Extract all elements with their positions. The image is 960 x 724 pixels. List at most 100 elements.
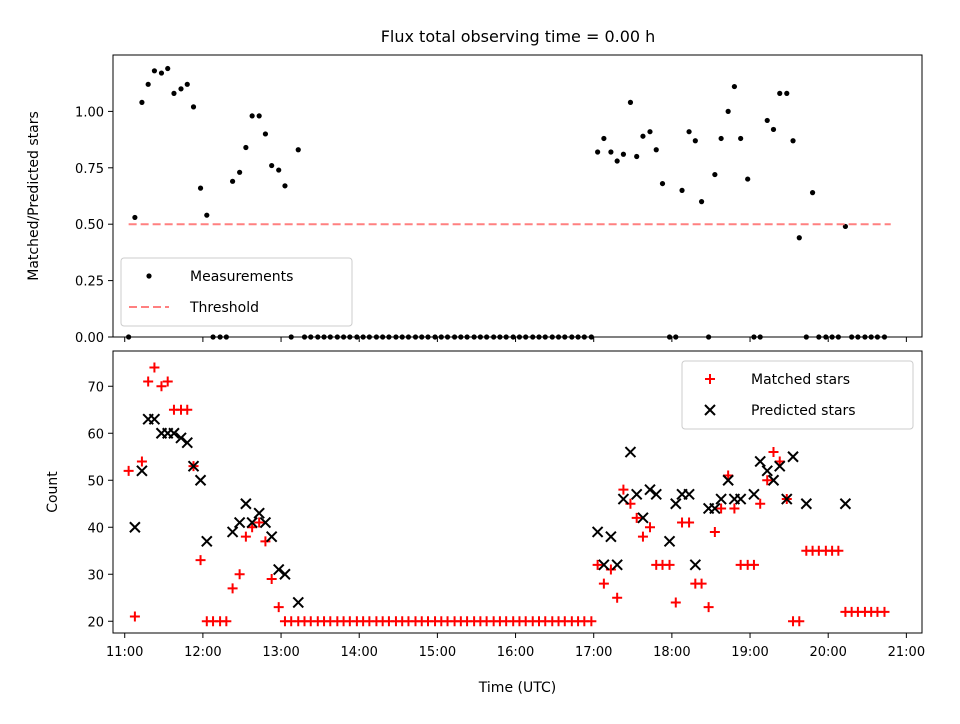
predicted-stars-point [240, 498, 252, 510]
predicted-stars-point [187, 460, 200, 472]
x-tick-label: 17:00 [575, 645, 612, 660]
matched-stars-point [136, 456, 147, 467]
bottom-panel-frame [112, 350, 923, 634]
predicted-stars-point [624, 446, 637, 458]
predicted-stars-point [709, 502, 721, 515]
top-panel-matched-predicted-ratio: 0.00 0.25 0.50 0.75 1.00 Matched/Predicted s… [26, 54, 923, 346]
matched-stars-point [273, 602, 284, 613]
measurement-point [321, 334, 327, 340]
matched-stars-point [729, 503, 740, 514]
measurement-point [731, 83, 738, 90]
bottom-panel-y-axis-label: Count [45, 471, 61, 513]
measurement-point [471, 334, 477, 340]
predicted-stars-point [273, 563, 285, 576]
measurement-point [790, 138, 796, 144]
predicted-stars-point [201, 535, 213, 548]
matched-stars-point [703, 602, 714, 613]
measurement-point [158, 70, 165, 76]
measurement-point [477, 334, 483, 340]
predicted-stars-point [663, 535, 676, 548]
predicted-stars-point [774, 460, 786, 472]
measurement-point [712, 171, 718, 178]
measurement-point [835, 334, 841, 340]
measurement-point [405, 334, 412, 340]
measurement-point [595, 149, 601, 155]
predicted-stars-point [754, 455, 766, 468]
predicted-stars-point [683, 488, 695, 501]
measurement-point [223, 334, 229, 340]
matched-stars-point [586, 616, 597, 627]
x-tick-label: 19:00 [731, 645, 768, 660]
legend-box [681, 360, 914, 430]
predicted-stars-point [259, 516, 272, 529]
measurement-point [295, 147, 301, 153]
measurement-point [868, 334, 874, 340]
measurement-point [549, 334, 555, 340]
legend-marker-plus [705, 374, 715, 384]
measurement-point [139, 99, 145, 105]
measurement-point [796, 235, 802, 241]
measurement-point [204, 212, 210, 218]
measurement-point [640, 133, 646, 139]
measurement-point [334, 334, 340, 340]
matched-stars-point [129, 611, 140, 622]
matched-stars-point [234, 569, 245, 580]
measurement-point [276, 167, 282, 173]
measurement-point [425, 334, 431, 340]
measurement-point [256, 113, 262, 119]
measurement-point [862, 334, 868, 340]
measurement-point [373, 334, 380, 340]
predicted-stars-point [644, 483, 656, 496]
matched-stars-point [794, 616, 805, 627]
measurement-point [438, 334, 444, 340]
measurement-point [444, 334, 451, 340]
measurement-point [432, 334, 438, 340]
legend-entry-label: Matched stars [751, 372, 850, 388]
y-tick-label: 0.75 [75, 162, 104, 177]
x-tick-label: 16:00 [497, 645, 534, 660]
measurement-point [315, 334, 321, 340]
measurement-point [197, 185, 204, 191]
measurement-point [132, 214, 138, 221]
measurement-point [614, 158, 620, 164]
figure-title: Flux total observing time = 0.00 h [381, 27, 656, 46]
measurement-point [718, 135, 724, 142]
measurement-point [588, 334, 594, 340]
matched-stars-point [195, 555, 206, 566]
measurement-point [666, 334, 673, 340]
measurement-point [217, 334, 223, 340]
predicted-stars-point [591, 526, 604, 538]
top-panel-axis-ticks: 0.00 0.25 0.50 0.75 1.00 [75, 105, 907, 346]
y-tick-label: 0.00 [75, 331, 104, 346]
measurement-point [659, 180, 666, 187]
legend-marker-dot [146, 273, 152, 279]
measurement-point [243, 144, 249, 151]
measurement-point [126, 334, 132, 340]
y-tick-label: 0.25 [75, 275, 104, 290]
measurement-point [530, 334, 536, 340]
measurement-point [386, 334, 392, 340]
measurement-point [777, 90, 783, 96]
measurement-point [620, 151, 627, 157]
measurement-point [497, 334, 503, 340]
matched-stars-point [748, 559, 759, 570]
legend-box [120, 257, 353, 327]
measurement-point [282, 183, 288, 189]
measurement-point [171, 90, 177, 96]
measurement-point [523, 334, 529, 340]
matched-stars-point [266, 573, 277, 584]
legend-entry-label: Measurements [190, 269, 293, 285]
predicted-stars-point [715, 493, 727, 505]
matched-stars-point [592, 559, 603, 570]
measurement-point [340, 334, 347, 340]
measurement-point [562, 334, 568, 340]
matched-stars-point [684, 517, 695, 528]
measurement-point [464, 334, 470, 340]
measurement-point [510, 334, 516, 340]
predicted-stars-point [637, 512, 649, 524]
matched-stars-point [644, 522, 655, 533]
x-tick-label: 15:00 [419, 645, 456, 660]
y-tick-label: 1.00 [75, 105, 104, 120]
predicted-stars-point [761, 465, 773, 477]
predicted-stars-point [748, 488, 760, 501]
